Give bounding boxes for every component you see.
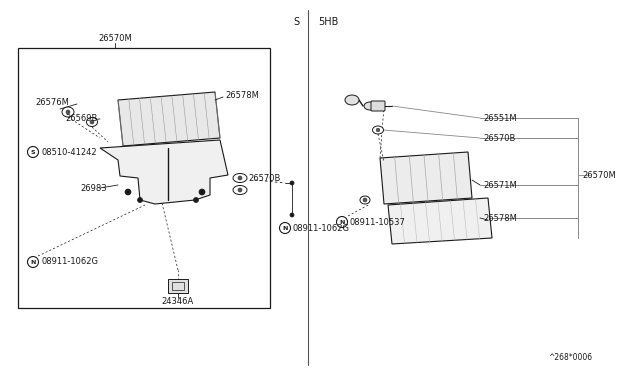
- Circle shape: [337, 217, 348, 228]
- Ellipse shape: [62, 107, 74, 117]
- Circle shape: [28, 147, 38, 157]
- Circle shape: [28, 257, 38, 267]
- Text: N: N: [339, 219, 345, 224]
- Text: ^268*0006: ^268*0006: [548, 353, 592, 362]
- Text: 26570M: 26570M: [98, 33, 132, 42]
- Text: 26570B: 26570B: [483, 134, 515, 142]
- Text: 26551M: 26551M: [483, 113, 516, 122]
- Ellipse shape: [364, 102, 376, 110]
- Text: 5HB: 5HB: [318, 17, 339, 27]
- Bar: [172, 282, 184, 290]
- Text: 08911-10537: 08911-10537: [350, 218, 406, 227]
- Text: 26576M: 26576M: [35, 97, 69, 106]
- Text: 26569B: 26569B: [65, 113, 97, 122]
- Text: S: S: [294, 17, 300, 27]
- Ellipse shape: [345, 95, 359, 105]
- Circle shape: [90, 120, 94, 124]
- Text: 08510-41242: 08510-41242: [41, 148, 97, 157]
- Circle shape: [238, 176, 242, 180]
- Polygon shape: [380, 152, 472, 204]
- Circle shape: [238, 188, 242, 192]
- Text: N: N: [30, 260, 36, 264]
- Text: 26983: 26983: [80, 183, 107, 192]
- Circle shape: [66, 110, 70, 114]
- Text: 26578M: 26578M: [225, 90, 259, 99]
- Circle shape: [280, 222, 291, 234]
- Polygon shape: [100, 140, 228, 204]
- Text: S: S: [31, 150, 35, 154]
- Circle shape: [199, 189, 205, 195]
- Circle shape: [363, 198, 367, 202]
- Text: 26578M: 26578M: [483, 214, 517, 222]
- Text: 26570B: 26570B: [248, 173, 280, 183]
- Circle shape: [290, 213, 294, 217]
- Ellipse shape: [86, 118, 97, 126]
- Ellipse shape: [360, 196, 370, 204]
- Text: N: N: [282, 225, 288, 231]
- Text: 08911-1062G: 08911-1062G: [293, 224, 350, 232]
- Text: 26570M: 26570M: [582, 170, 616, 180]
- Polygon shape: [388, 198, 492, 244]
- Circle shape: [138, 198, 143, 202]
- Bar: [168, 279, 188, 293]
- Circle shape: [376, 128, 380, 132]
- Text: 08911-1062G: 08911-1062G: [41, 257, 98, 266]
- Text: 24346A: 24346A: [162, 298, 194, 307]
- Circle shape: [290, 181, 294, 185]
- Ellipse shape: [233, 186, 247, 195]
- Circle shape: [125, 189, 131, 195]
- Bar: [18, 48, 270, 308]
- Text: 26571M: 26571M: [483, 180, 516, 189]
- FancyBboxPatch shape: [371, 101, 385, 111]
- Polygon shape: [118, 92, 220, 146]
- Ellipse shape: [372, 126, 383, 134]
- Circle shape: [193, 198, 198, 202]
- Ellipse shape: [233, 173, 247, 183]
